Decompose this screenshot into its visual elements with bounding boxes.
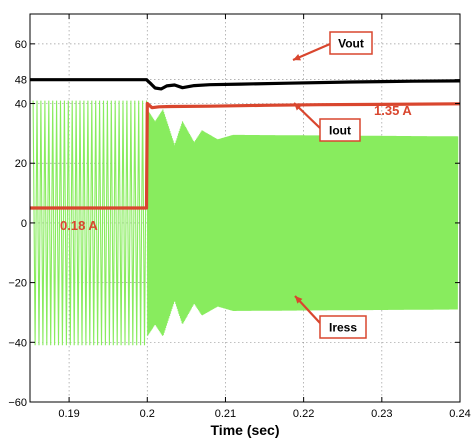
y-tick-label: 0	[21, 218, 27, 230]
y-tick-label: 60	[15, 39, 27, 51]
y-tick-label: −40	[8, 337, 27, 349]
y-tick-label: −20	[8, 278, 27, 290]
x-tick-label: 0.19	[58, 408, 79, 420]
iress-arrow-head	[295, 296, 303, 304]
y-tick-label: −60	[8, 397, 27, 409]
iress-annotation-box	[319, 315, 367, 339]
tick-labels: −60 −40 −20 0 20 40 48 60 0.19 0.2 0.21 0.22 0.23 0.2…	[8, 39, 470, 420]
x-tick-label: 0.21	[215, 408, 236, 420]
iress-series	[32, 100, 459, 346]
y-tick-label: 48	[15, 75, 27, 87]
plot-frame	[29, 13, 461, 403]
iress-line	[32, 100, 459, 346]
x-tick-label: 0.23	[371, 408, 392, 420]
iout-annotation-box	[319, 118, 361, 142]
x-tick-label: 0.2	[140, 408, 155, 420]
x-axis-label: Time (sec)	[211, 422, 280, 438]
vout-arrow-head	[293, 53, 301, 61]
iout-line	[30, 101, 461, 210]
vout-line	[30, 78, 461, 91]
x-tick-label: 0.24	[449, 408, 470, 420]
iress-annotation-label: Iress	[329, 321, 357, 335]
y-tick-label: 40	[15, 99, 27, 111]
vout-annotation-label: Vout	[338, 37, 364, 51]
vout-annotation-box	[329, 31, 373, 55]
axes	[29, 13, 461, 403]
vout-series	[30, 78, 461, 91]
iout-series	[30, 101, 461, 210]
annotations: Vout Iout Iress 1.35 A 0.18 A	[60, 31, 412, 339]
iout-arrow-head	[294, 103, 302, 111]
x-tick-label: 0.22	[293, 408, 314, 420]
y-tick-label: 20	[15, 158, 27, 170]
iout-annotation-label: Iout	[329, 124, 351, 138]
iout-initial-label: 0.18 A	[60, 218, 98, 233]
iout-final-label: 1.35 A	[374, 103, 412, 118]
